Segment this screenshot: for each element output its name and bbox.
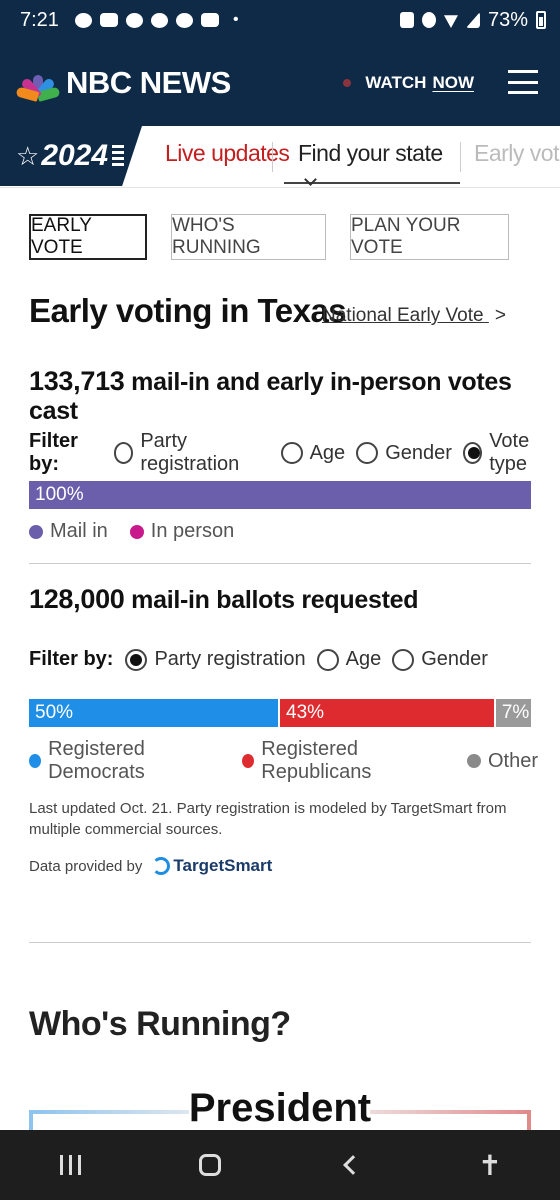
android-navigation-bar: ✝ <box>0 1130 560 1200</box>
whos-running-heading: Who's Running? <box>29 1005 291 1043</box>
nav-divider <box>272 142 273 172</box>
filter-age-radio[interactable]: Age <box>316 648 381 671</box>
home-icon <box>199 1154 221 1176</box>
nbc-notification-icon <box>150 12 168 28</box>
vote-type-legend: Mail in In person <box>29 520 256 543</box>
party-legend-item-0: Registered Democrats <box>29 738 220 784</box>
back-button[interactable] <box>320 1145 380 1185</box>
watch-label: WATCH <box>365 73 427 92</box>
filter-vote-type-radio[interactable]: Vote type <box>462 430 560 476</box>
vote-type-segment-0: 100% <box>29 481 531 509</box>
chevron-down-icon <box>304 173 317 186</box>
votes-cast-heading: 133,713 mail-in and early in-person vote… <box>29 366 560 426</box>
battery-icon <box>536 11 546 29</box>
wifi-icon <box>443 15 458 28</box>
alarm-icon <box>421 12 436 28</box>
votes-cast-label: mail-in and early in-person votes cast <box>29 368 512 425</box>
filter-gender-radio[interactable]: Gender <box>356 442 452 465</box>
filter-party-registration-radio[interactable]: Party registration <box>113 430 270 476</box>
tab-plan-your-vote[interactable]: PLAN YOUR VOTE <box>350 214 509 260</box>
home-button[interactable] <box>180 1145 240 1185</box>
party-segment-0: 50% <box>29 699 280 727</box>
live-dot-icon <box>343 79 352 87</box>
section-divider <box>29 563 531 564</box>
president-heading: President <box>188 1086 372 1130</box>
accessibility-button[interactable]: ✝ <box>460 1145 520 1185</box>
back-icon <box>343 1155 363 1175</box>
recents-button[interactable] <box>40 1145 100 1185</box>
national-early-vote-link[interactable]: National Early Vote > <box>322 305 506 326</box>
watch-now-label: NOW <box>432 73 474 92</box>
filter-gender-radio[interactable]: Gender <box>392 648 488 671</box>
nbc-notification-icon <box>125 12 143 28</box>
vote-type-legend-item-0: Mail in <box>29 520 108 543</box>
election-2024-badge[interactable]: ☆ 2024 <box>0 126 142 186</box>
legend-dot-icon <box>242 754 255 768</box>
legend-dot-icon <box>129 524 144 539</box>
battery-saver-icon <box>399 12 414 28</box>
footnote: Last updated Oct. 21. Party registration… <box>29 800 507 838</box>
ballots-requested-label: mail-in ballots requested <box>131 586 419 614</box>
party-registration-legend: Registered Democrats Registered Republica… <box>29 738 560 784</box>
stripes-icon <box>112 145 125 167</box>
legend-dot-icon <box>29 754 42 768</box>
ballots-requested-count: 128,000 <box>29 584 125 614</box>
nav-divider <box>460 142 461 172</box>
page-title: Early voting in Texas <box>29 292 347 329</box>
signal-icon <box>465 12 480 28</box>
vote-type-legend-item-1: In person <box>129 520 234 543</box>
accessibility-icon: ✝ <box>478 1149 502 1181</box>
youtube-notification-icon <box>200 13 219 27</box>
election-nav: ☆ 2024 Live updates Find your state Earl… <box>0 126 560 188</box>
clock: 7:21 <box>20 8 59 31</box>
find-your-state-dropdown[interactable]: Find your state <box>284 140 460 186</box>
recents-icon <box>59 1155 81 1175</box>
watch-now-link[interactable]: WATCH NOW <box>343 73 474 93</box>
party-legend-item-1: Registered Republicans <box>242 738 445 784</box>
legend-dot-icon <box>29 524 43 539</box>
ballots-requested-heading: 128,000 mail-in ballots requested <box>29 584 418 615</box>
more-notifications-icon: • <box>232 11 239 28</box>
party-legend-item-2: Other <box>466 750 538 773</box>
targetsmart-icon <box>152 857 171 875</box>
nav-early-vote[interactable]: Early vot <box>474 140 559 166</box>
filter-age-radio[interactable]: Age <box>280 442 345 465</box>
republican-frame-line <box>370 1110 531 1114</box>
nbc-notification-icon <box>175 12 193 28</box>
democrat-frame-line <box>29 1110 189 1114</box>
nav-live-updates[interactable]: Live updates <box>165 140 290 166</box>
votes-cast-count: 133,713 <box>29 366 125 396</box>
vote-type-bar: 100% <box>29 481 531 509</box>
tab-whos-running[interactable]: WHO'S RUNNING <box>171 214 326 260</box>
data-provider: Data provided by TargetSmart <box>29 856 273 876</box>
party-segment-2: 7% <box>495 699 531 727</box>
party-segment-1: 43% <box>280 699 496 727</box>
legend-dot-icon <box>466 754 481 768</box>
site-header: NBC NEWS WATCH NOW <box>0 40 560 126</box>
star-icon: ☆ <box>16 140 40 171</box>
section-divider <box>29 942 531 943</box>
menu-icon[interactable] <box>508 70 538 94</box>
targetsmart-logo[interactable]: TargetSmart <box>152 856 272 876</box>
youtube-notification-icon <box>99 13 118 27</box>
chevron-right-icon: > <box>494 305 506 326</box>
votes-cast-filter: Filter by: Party registration Age Gender… <box>29 430 560 476</box>
tab-early-vote[interactable]: EARLY VOTE <box>29 214 147 260</box>
nbc-news-logo[interactable]: NBC NEWS <box>66 65 231 100</box>
status-bar: 7:21 • 73% <box>0 0 560 40</box>
ballots-filter: Filter by: Party registration Age Gender <box>29 648 488 671</box>
party-registration-bar: 50% 43% 7% <box>29 699 531 727</box>
chat-notification-icon <box>74 12 92 28</box>
peacock-logo-icon[interactable] <box>15 69 61 102</box>
filter-party-registration-radio[interactable]: Party registration <box>125 648 306 671</box>
battery-percent: 73% <box>487 8 528 31</box>
